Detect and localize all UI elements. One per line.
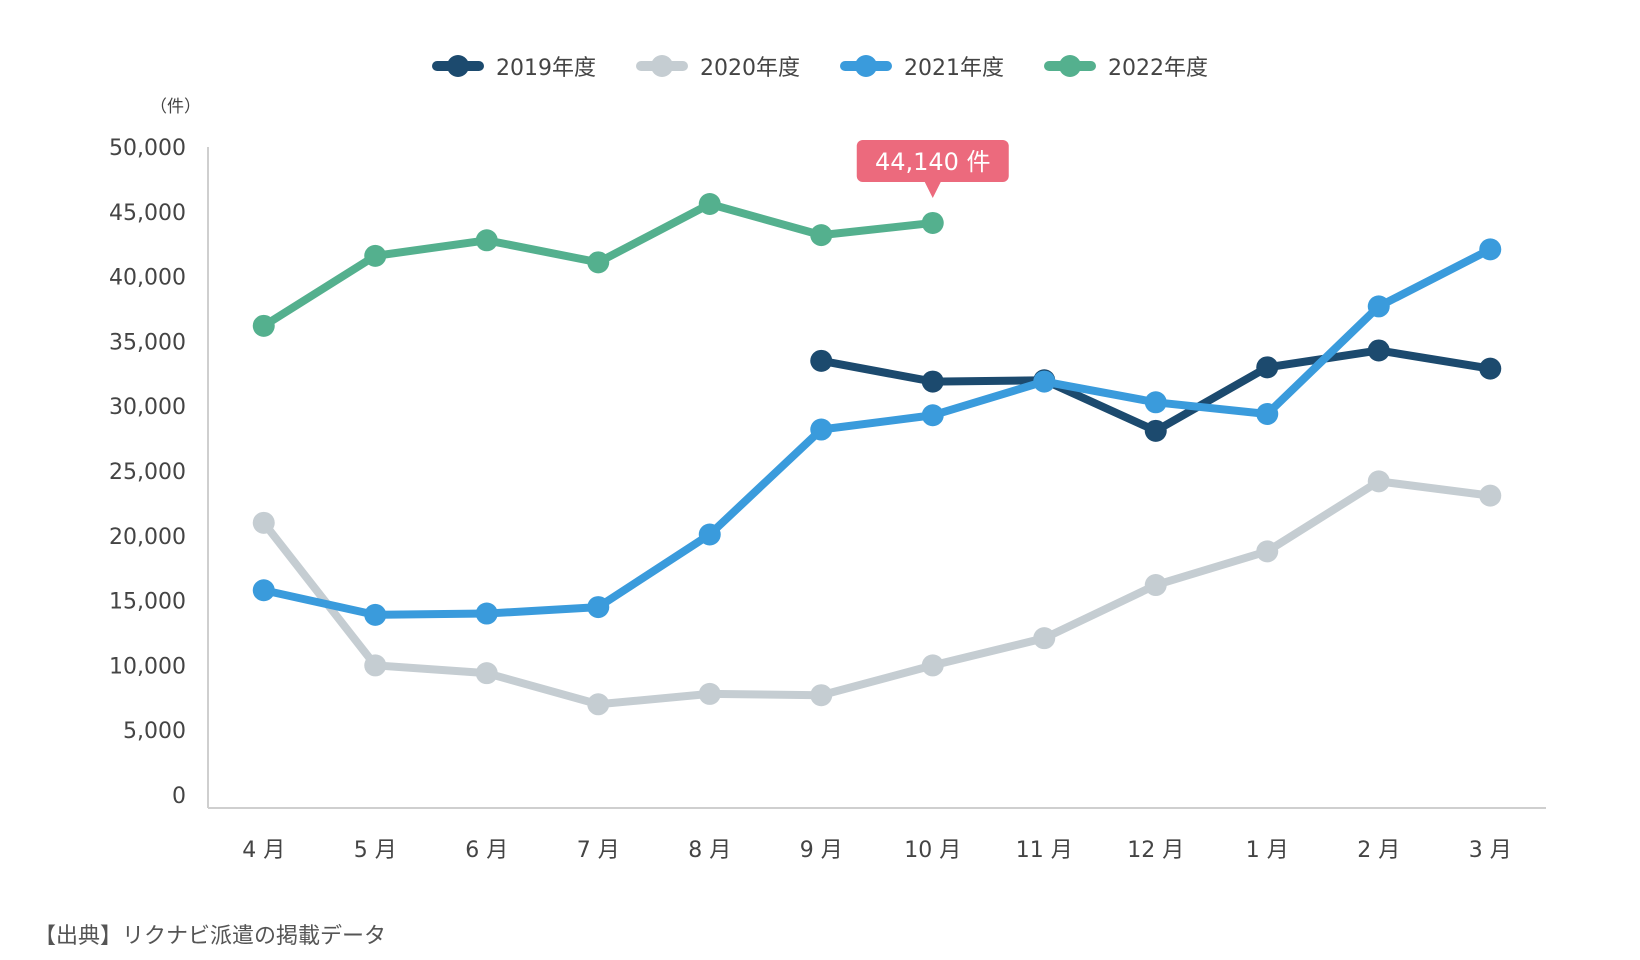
y-tick-label: 40,000	[109, 266, 186, 291]
data-point	[1479, 484, 1502, 507]
legend-swatch-2021	[840, 55, 892, 77]
y-axis-unit-label: （件）	[150, 97, 201, 117]
data-point	[1367, 295, 1390, 318]
series-group	[810, 339, 1502, 442]
data-point	[698, 193, 721, 216]
data-point	[921, 211, 944, 234]
data-point	[475, 602, 498, 625]
y-tick-label: 0	[172, 784, 186, 809]
x-tick-label: 4 月	[242, 838, 285, 863]
legend-item-2020: 2020年度	[636, 50, 800, 82]
data-point	[587, 251, 610, 274]
x-tick-label: 1 月	[1246, 838, 1289, 863]
data-point	[252, 511, 275, 534]
data-point	[475, 662, 498, 685]
x-tick-label: 5 月	[354, 838, 397, 863]
callout-pointer	[924, 181, 941, 198]
y-tick-label: 5,000	[123, 719, 186, 744]
x-tick-label: 2 月	[1357, 838, 1400, 863]
data-point	[698, 682, 721, 705]
x-tick-label: 3 月	[1469, 838, 1512, 863]
x-tick-label: 9 月	[800, 838, 843, 863]
data-point	[364, 603, 387, 626]
data-point	[364, 244, 387, 267]
callout-box	[856, 139, 1009, 182]
y-tick-label: 30,000	[109, 395, 186, 420]
x-tick-label: 6 月	[465, 838, 508, 863]
y-tick-label: 25,000	[109, 460, 186, 485]
legend-item-2019: 2019年度	[432, 50, 596, 82]
data-point	[921, 404, 944, 427]
y-tick-label: 35,000	[109, 330, 186, 355]
x-tick-label: 7 月	[577, 838, 620, 863]
data-point	[921, 654, 944, 677]
series-group	[252, 238, 1502, 626]
legend-label-2019: 2019年度	[496, 56, 596, 81]
legend-swatch-2019	[432, 55, 484, 77]
x-tick-label: 8 月	[688, 838, 731, 863]
data-point	[1033, 627, 1056, 650]
axes: 0 5,000 10,000 15,000 20,000 25,000 30,000 35,0…	[109, 136, 1546, 863]
data-point	[810, 224, 833, 247]
data-point	[1367, 470, 1390, 493]
data-point	[810, 349, 833, 372]
data-point	[1479, 357, 1502, 380]
y-tick-label: 15,000	[109, 590, 186, 615]
data-point	[475, 229, 498, 252]
data-point	[1144, 419, 1167, 442]
legend-swatch-2022	[1044, 55, 1096, 77]
data-point	[1256, 402, 1279, 425]
value-callout: 44,140 件	[856, 139, 1009, 198]
data-point	[1144, 391, 1167, 414]
x-tick-label: 11 月	[1016, 838, 1073, 863]
data-point	[921, 370, 944, 393]
legend-label-2021: 2021年度	[904, 56, 1004, 81]
series-line	[259, 245, 1495, 619]
legend-item-2022: 2022年度	[1044, 50, 1208, 82]
y-tick-label: 10,000	[109, 654, 186, 679]
data-point	[698, 523, 721, 546]
data-point	[1033, 370, 1056, 393]
data-point	[1256, 356, 1279, 379]
data-point	[1144, 574, 1167, 597]
data-point	[810, 418, 833, 441]
legend-label-2022: 2022年度	[1108, 56, 1208, 81]
callout-label: 44,140 件	[875, 148, 991, 176]
line-chart: 0 5,000 10,000 15,000 20,000 25,000 30,000 35,0…	[109, 136, 1546, 863]
data-point	[364, 654, 387, 677]
data-point	[1367, 339, 1390, 362]
legend-swatch-2020	[636, 55, 688, 77]
data-point	[1256, 540, 1279, 563]
data-point	[1479, 238, 1502, 261]
data-point	[252, 579, 275, 602]
data-point	[587, 693, 610, 716]
source-note: 【出典】リクナビ派遣の掲載データ	[34, 924, 387, 949]
legend-label-2020: 2020年度	[700, 56, 800, 81]
x-tick-label: 12 月	[1127, 838, 1184, 863]
x-tick-label: 10 月	[904, 838, 961, 863]
series-lines	[252, 193, 1502, 716]
series-line	[259, 477, 1495, 709]
data-point	[252, 314, 275, 337]
y-tick-label: 20,000	[109, 525, 186, 550]
legend-item-2021: 2021年度	[840, 50, 1004, 82]
series-group	[252, 470, 1502, 716]
data-point	[587, 596, 610, 619]
data-point	[810, 684, 833, 707]
chart-legend: 2019年度 2020年度 2021年度 2022年度	[0, 50, 1640, 82]
y-tick-label: 45,000	[109, 201, 186, 226]
y-tick-label: 50,000	[109, 136, 186, 161]
series-group	[252, 193, 944, 337]
